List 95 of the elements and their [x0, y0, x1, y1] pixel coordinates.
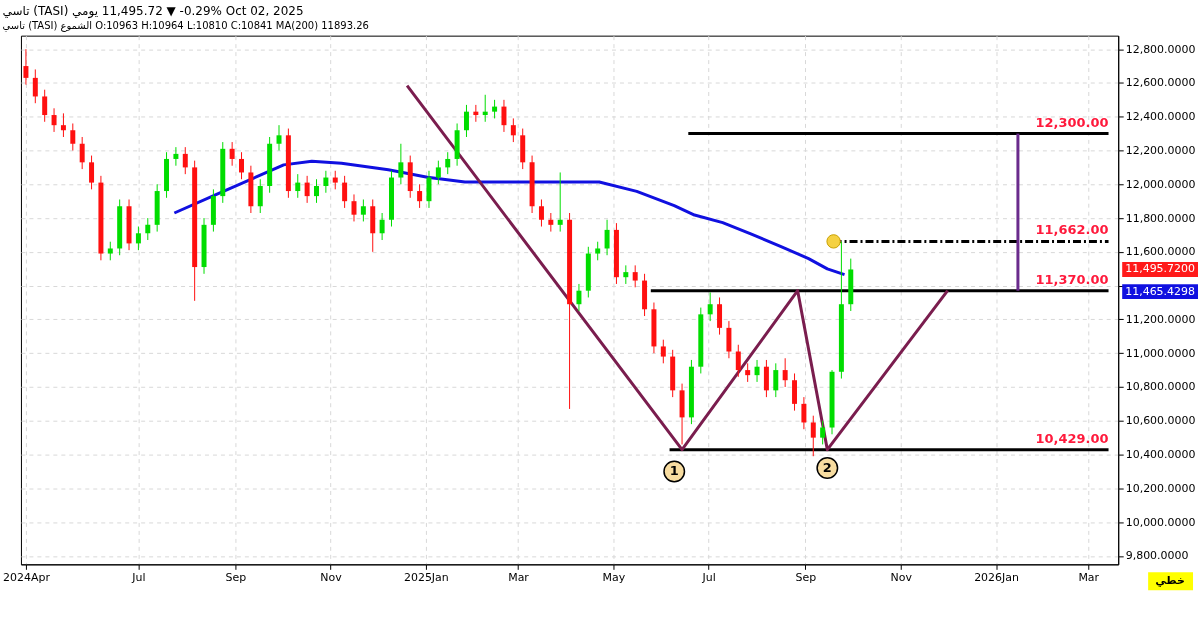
x-tick-label: Sep [225, 570, 247, 584]
candlestick [70, 122, 76, 152]
candlestick [229, 141, 235, 167]
y-tick-label: 12,800.0000 [1125, 42, 1196, 56]
candlestick [182, 146, 188, 175]
candlestick [304, 175, 310, 204]
candlestick [548, 212, 554, 233]
candlestick [576, 283, 582, 312]
chart-title: تاسي (TASI) يومي 11,495.72 ▼ -0.29% Oct 02, 2025 [2, 3, 304, 19]
y-tick-label: 10,200.0000 [1125, 481, 1196, 495]
x-tick-label: Nov [890, 570, 913, 584]
candlestick [360, 198, 366, 222]
y-tick-label: 11,200.0000 [1125, 312, 1196, 326]
candlestick [745, 362, 751, 383]
candlestick [810, 415, 816, 457]
y-tick-label: 10,400.0000 [1125, 448, 1196, 462]
candlestick [51, 107, 57, 133]
candlestick [735, 344, 741, 378]
x-tick-label: Sep [795, 570, 817, 584]
text: 11,495.7200 [1125, 262, 1196, 276]
candlestick [435, 160, 441, 185]
candlestick [510, 117, 516, 143]
candlestick [323, 170, 329, 194]
candlestick [295, 173, 301, 199]
candlestick [501, 99, 507, 133]
candlestick [257, 178, 263, 214]
text: 11,465.4298 [1125, 284, 1196, 298]
candlestick [276, 124, 282, 152]
y-tick-label: 10,600.0000 [1125, 414, 1196, 428]
candlestick [79, 136, 85, 170]
candlestick [623, 264, 629, 285]
candlestick [717, 296, 723, 336]
candlestick [792, 372, 798, 412]
candlestick [173, 146, 179, 167]
candlestick [239, 151, 245, 180]
annotation: 10,429.00 [1035, 430, 1109, 446]
candlestick [398, 143, 404, 185]
line-series [172, 159, 847, 277]
candlestick [754, 359, 760, 383]
y-tick-label: 11,800.0000 [1125, 211, 1196, 225]
candlestick [60, 112, 66, 138]
candlestick [332, 170, 338, 190]
candlestick [763, 359, 769, 398]
y-tick-label: 12,400.0000 [1125, 110, 1196, 124]
candlestick [89, 155, 95, 190]
candlestick [557, 171, 563, 233]
candlestick [445, 151, 451, 175]
candlestick [820, 420, 826, 445]
annotation: 12,300.00 [1035, 114, 1109, 130]
candlestick [135, 226, 141, 251]
candlestick [463, 104, 469, 138]
y-tick-label: 12,200.0000 [1125, 144, 1196, 157]
chart-subtitle: تاسي (TASI) الشموع O:10963 H:10964 L:10810 C:10841 MA(200) 11893.26 [2, 19, 369, 32]
annotation: 2 [822, 460, 832, 476]
annotation: 11,370.00 [1035, 271, 1109, 287]
candlestick [32, 68, 38, 104]
candlestick [660, 339, 666, 364]
x-tick-label: Nov [320, 570, 343, 584]
candlestick [492, 99, 498, 119]
candlestick [379, 212, 385, 241]
candlestick [417, 183, 423, 209]
candlestick [23, 48, 29, 86]
x-tick-label: 2024Apr [2, 570, 51, 584]
annotation: 11,662.00 [1035, 222, 1109, 238]
y-tick-label: 12,000.0000 [1125, 177, 1196, 191]
candlestick [314, 178, 319, 204]
candlestick [632, 264, 638, 288]
text: خطي [1155, 574, 1185, 588]
candlestick [782, 357, 788, 388]
x-tick-label: May [602, 570, 626, 584]
y-tick-label: 12,600.0000 [1125, 76, 1196, 90]
y-tick-label: 10,000.0000 [1125, 515, 1196, 529]
candlestick [707, 291, 713, 322]
y-tick-label: 11,000.0000 [1125, 346, 1196, 360]
candlestick [595, 241, 601, 261]
x-tick-label: 2025Jan [403, 570, 449, 584]
y-tick-label: 9,800.0000 [1125, 549, 1189, 563]
annotation: 1 [669, 463, 679, 479]
x-tick-label: 2026Jan [974, 570, 1020, 584]
candlestick [801, 396, 807, 430]
candlestick [604, 219, 610, 256]
x-tick-label: Jul [131, 570, 146, 584]
candlestick [773, 362, 779, 398]
candlestick [538, 198, 544, 228]
candlestick [342, 175, 348, 209]
x-tick-label: Mar [1078, 570, 1100, 584]
x-tick-label: Mar [508, 570, 530, 584]
candlestick [107, 241, 113, 261]
y-tick-label: 11,600.0000 [1125, 245, 1196, 259]
candlestick [426, 170, 432, 209]
candlestick [726, 320, 732, 359]
x-tick-label: Jul [701, 570, 716, 584]
candlestick [42, 89, 48, 123]
y-tick-label: 10,800.0000 [1125, 380, 1196, 394]
candlestick [145, 217, 151, 241]
